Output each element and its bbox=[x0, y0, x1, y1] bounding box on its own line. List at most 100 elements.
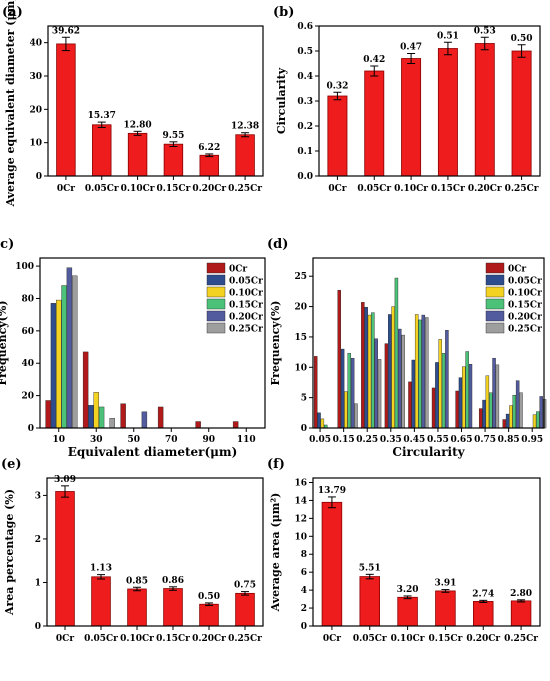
histogram-bar bbox=[441, 353, 446, 429]
legend-label: 0.10Cr bbox=[229, 289, 263, 299]
data-label: 0.86 bbox=[162, 576, 184, 586]
x-tick-label: 70 bbox=[165, 435, 178, 445]
histogram-bar bbox=[93, 392, 99, 429]
histogram-bar bbox=[515, 380, 520, 429]
histogram-bar bbox=[505, 413, 510, 429]
plot-frame bbox=[39, 257, 266, 429]
legend-swatch bbox=[485, 286, 505, 298]
x-tick-label: 0.25Cr bbox=[504, 634, 538, 644]
x-tick-label: 0.15Cr bbox=[156, 634, 190, 644]
histogram-bar bbox=[120, 403, 126, 429]
y-tick-label: 25 bbox=[294, 272, 307, 282]
histogram-bar bbox=[344, 391, 348, 429]
histogram-bar bbox=[82, 351, 89, 429]
y-tick-label: 4 bbox=[301, 586, 307, 596]
plot-frame bbox=[312, 477, 541, 627]
x-tick-label: 0.25Cr bbox=[228, 634, 262, 644]
histogram-bar bbox=[414, 314, 419, 429]
bar bbox=[437, 48, 458, 177]
legend-label: 0.25Cr bbox=[229, 325, 263, 335]
histogram-bar bbox=[401, 334, 405, 429]
y-tick-label: 100 bbox=[15, 262, 34, 272]
y-tick-label: 0.5 bbox=[297, 47, 313, 57]
y-tick-label: 80 bbox=[21, 294, 34, 304]
x-axis-label: Equivalent diameter(μm) bbox=[68, 445, 238, 459]
x-tick-label: 0.95 bbox=[521, 435, 543, 445]
legend-swatch bbox=[485, 322, 505, 334]
data-label: 0.75 bbox=[234, 581, 256, 591]
y-axis-label: Frequency(%) bbox=[0, 300, 9, 385]
histogram-bar bbox=[485, 375, 490, 429]
histogram-bar bbox=[347, 353, 352, 429]
legend-swatch bbox=[206, 262, 226, 274]
data-label: 0.42 bbox=[363, 55, 385, 65]
data-label: 9.55 bbox=[162, 131, 184, 141]
histogram-bar bbox=[361, 302, 365, 429]
panel-label: (d) bbox=[267, 237, 288, 252]
histogram-bar bbox=[367, 314, 372, 429]
bar bbox=[55, 491, 75, 627]
histogram-bar bbox=[512, 395, 517, 429]
y-tick-label: 20 bbox=[21, 392, 34, 402]
y-tick-label: 0.2 bbox=[297, 122, 313, 132]
histogram-bar bbox=[394, 277, 399, 429]
x-tick-label: 0.20Cr bbox=[468, 184, 502, 194]
data-label: 39.62 bbox=[52, 26, 80, 36]
histogram-bar bbox=[61, 285, 67, 429]
data-label: 0.32 bbox=[326, 81, 348, 91]
legend-label: 0.05Cr bbox=[229, 277, 263, 287]
x-tick-label: 0.15Cr bbox=[431, 184, 465, 194]
x-tick-label: 0.15Cr bbox=[429, 634, 463, 644]
x-tick-label: 0Cr bbox=[56, 634, 74, 644]
x-tick-label: 0.55 bbox=[427, 435, 449, 445]
histogram-bar bbox=[371, 312, 375, 429]
histogram-bar bbox=[509, 405, 513, 429]
histogram-bar bbox=[502, 419, 506, 429]
chart-panel-f: 13.79 0Cr 5.51 0.05Cr 3.20 0.10Cr 3.91 0.15Cr 2.… bbox=[267, 457, 541, 644]
bar bbox=[199, 603, 219, 627]
y-tick-label: 14 bbox=[294, 496, 307, 506]
bar bbox=[401, 58, 422, 177]
y-tick-label: 3 bbox=[35, 491, 41, 501]
histogram-bar bbox=[141, 411, 148, 429]
panel-label: (b) bbox=[273, 5, 294, 20]
plot-frame bbox=[46, 477, 264, 627]
data-label: 0.47 bbox=[400, 43, 422, 53]
chart-panel-e: 3.09 0Cr 1.13 0.05Cr 0.85 0.10Cr 0.86 0.15Cr 0.5… bbox=[1, 457, 264, 644]
x-tick-label: 90 bbox=[202, 435, 215, 445]
y-tick-label: 2 bbox=[35, 535, 41, 545]
bar bbox=[474, 43, 495, 177]
y-axis-label: Frequency(%) bbox=[269, 300, 282, 385]
y-tick-label: 16 bbox=[294, 478, 307, 488]
x-axis-label: Circularity bbox=[392, 445, 465, 459]
legend-label: 0.20Cr bbox=[508, 313, 542, 323]
bar bbox=[163, 143, 184, 177]
y-tick-label: 20 bbox=[29, 105, 42, 115]
bar bbox=[321, 501, 343, 627]
x-tick-label: 0.05Cr bbox=[357, 184, 391, 194]
x-tick-label: 0.10Cr bbox=[121, 184, 155, 194]
bar bbox=[473, 601, 494, 627]
bar bbox=[92, 124, 112, 177]
x-tick-label: 0.15 bbox=[333, 435, 355, 445]
y-tick-label: 15 bbox=[294, 333, 307, 343]
histogram-bar bbox=[109, 418, 115, 429]
x-tick-label: 0.05Cr bbox=[353, 634, 387, 644]
plot-frame bbox=[318, 25, 541, 177]
x-tick-label: 0.25Cr bbox=[505, 184, 539, 194]
legend-swatch bbox=[206, 274, 226, 286]
histogram-bar bbox=[88, 405, 94, 429]
data-label: 0.50 bbox=[511, 34, 533, 44]
data-label: 15.37 bbox=[88, 111, 116, 121]
legend-label: 0.15Cr bbox=[508, 301, 542, 311]
data-label: 0.51 bbox=[437, 31, 459, 41]
histogram-bar bbox=[482, 399, 486, 429]
data-label: 3.09 bbox=[54, 475, 76, 485]
panel-label: (a) bbox=[2, 5, 23, 20]
bar bbox=[199, 154, 219, 177]
bar bbox=[91, 576, 111, 627]
y-tick-label: 0 bbox=[301, 622, 307, 632]
histogram-bar bbox=[377, 359, 382, 429]
y-tick-label: 0 bbox=[301, 424, 307, 434]
y-tick-label: 10 bbox=[294, 363, 307, 373]
